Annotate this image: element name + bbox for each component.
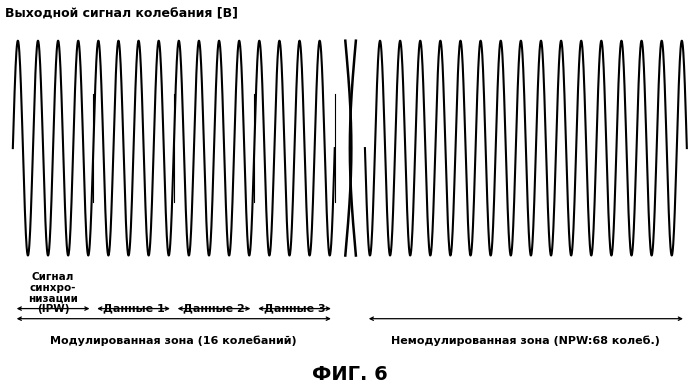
Text: ФИГ. 6: ФИГ. 6 (312, 365, 388, 385)
Text: Модулированная зона (16 колебаний): Модулированная зона (16 колебаний) (50, 335, 297, 346)
Text: Сигнал
синхро-
низации
(IPW): Сигнал синхро- низации (IPW) (28, 272, 78, 314)
Text: Данные 2: Данные 2 (183, 303, 245, 313)
Text: Немодулированная зона (NPW:68 колеб.): Немодулированная зона (NPW:68 колеб.) (391, 335, 661, 346)
Text: Данные 1: Данные 1 (103, 303, 164, 313)
Text: Выходной сигнал колебания [В]: Выходной сигнал колебания [В] (5, 7, 238, 20)
Text: Данные 3: Данные 3 (264, 303, 325, 313)
